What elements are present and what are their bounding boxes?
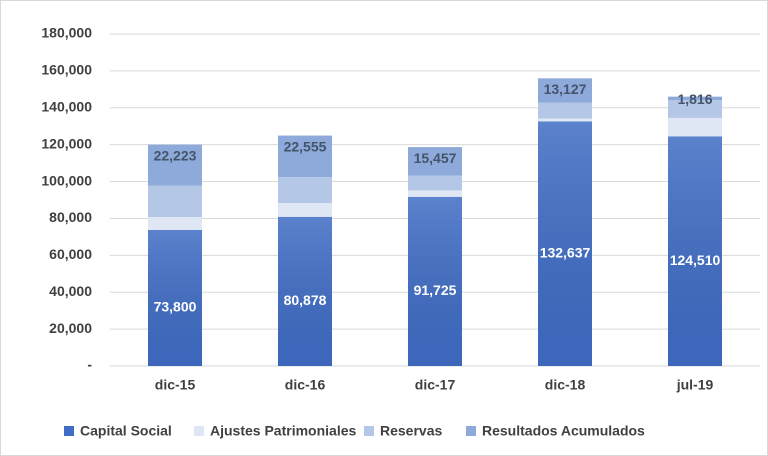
- data-label: 80,878: [284, 292, 327, 308]
- y-tick-label: 160,000: [41, 62, 92, 78]
- bar-shade: [148, 229, 202, 366]
- data-label: 22,223: [154, 147, 197, 163]
- data-label: 124,510: [670, 252, 721, 268]
- bar-segment: [408, 190, 462, 197]
- y-tick-label: 180,000: [41, 25, 92, 41]
- data-label: 91,725: [414, 282, 457, 298]
- bar-shade: [278, 216, 332, 366]
- label-group: 80,878: [284, 292, 327, 308]
- bar-segment: [278, 135, 332, 178]
- label-group: 22,555: [284, 138, 327, 154]
- bar-segment: [148, 216, 202, 230]
- bar-segment: [538, 102, 592, 119]
- legend-label: Capital Social: [80, 423, 172, 439]
- legend-swatch: [364, 426, 374, 436]
- bar-shade: [668, 136, 722, 366]
- legend-swatch: [194, 426, 204, 436]
- legend-swatch: [64, 426, 74, 436]
- y-tick-label: -: [87, 357, 92, 373]
- legend-label: Reservas: [380, 423, 442, 439]
- bar-segment: [538, 78, 592, 103]
- data-label: 1,816: [677, 91, 712, 107]
- legend-swatch: [466, 426, 476, 436]
- label-group: 73,800: [154, 299, 197, 315]
- label-group: 15,457: [414, 150, 457, 166]
- label-group: 132,637: [540, 244, 591, 260]
- bar-segment: [278, 202, 332, 217]
- bar-segment: [668, 117, 722, 137]
- x-tick-label: dic-17: [415, 377, 456, 393]
- bar-segment: [148, 185, 202, 217]
- bar-segment: [538, 118, 592, 122]
- label-group: 22,223: [154, 147, 197, 163]
- bar-segment: [278, 177, 332, 203]
- y-tick-label: 80,000: [49, 209, 92, 225]
- bar-segment: [148, 144, 202, 186]
- data-label: 22,555: [284, 138, 327, 154]
- x-tick-label: dic-15: [155, 377, 196, 393]
- x-tick-label: dic-16: [285, 377, 326, 393]
- data-label: 73,800: [154, 299, 197, 315]
- x-tick-label: jul-19: [676, 377, 714, 393]
- y-tick-label: 140,000: [41, 98, 92, 114]
- y-tick-label: 60,000: [49, 246, 92, 262]
- x-tick-label: dic-18: [545, 377, 586, 393]
- data-label: 13,127: [544, 81, 587, 97]
- bar-shade: [538, 121, 592, 366]
- bar-segment: [668, 100, 722, 118]
- y-tick-label: 120,000: [41, 135, 92, 151]
- y-tick-label: 20,000: [49, 320, 92, 336]
- y-tick-label: 100,000: [41, 172, 92, 188]
- bar-segment: [668, 96, 722, 101]
- legend-label: Ajustes Patrimoniales: [210, 423, 356, 439]
- label-group: 1,816: [677, 91, 712, 107]
- data-label: 15,457: [414, 150, 457, 166]
- label-group: 124,510: [670, 252, 721, 268]
- data-label: 132,637: [540, 244, 591, 260]
- label-group: 13,127: [544, 81, 587, 97]
- y-tick-label: 40,000: [49, 283, 92, 299]
- legend-label: Resultados Acumulados: [482, 423, 645, 439]
- bar-segment: [408, 147, 462, 176]
- label-group: 91,725: [414, 282, 457, 298]
- bar-shade: [408, 196, 462, 366]
- bar-segment: [408, 175, 462, 191]
